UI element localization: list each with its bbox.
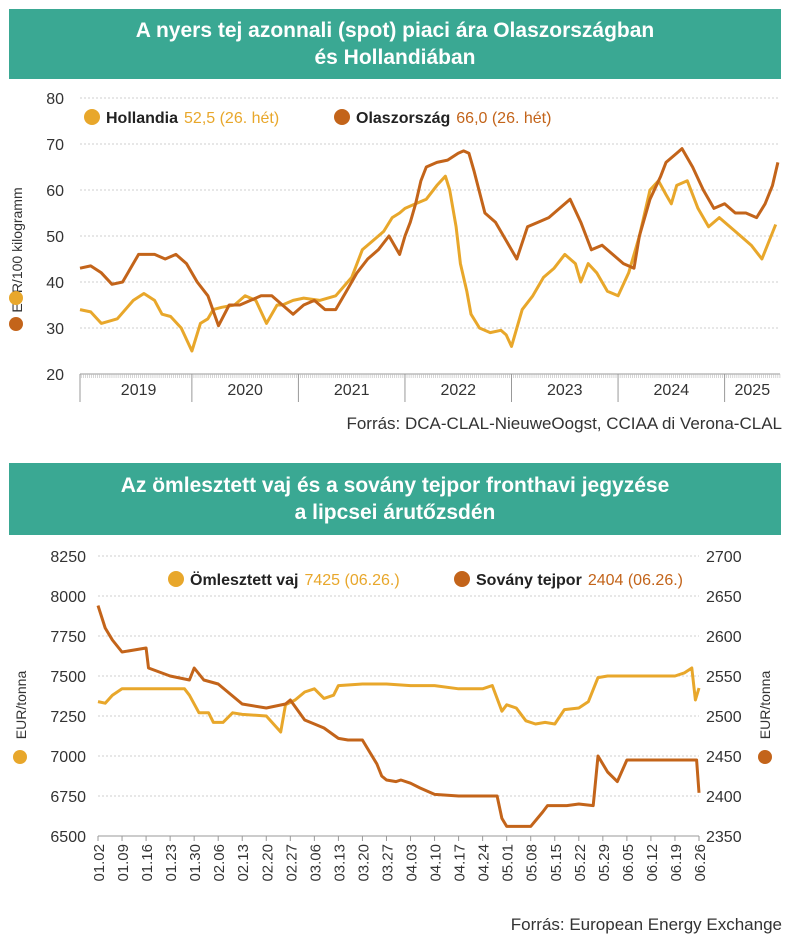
x-tick-label: 05.08: [524, 844, 541, 882]
y-tick-label-right: 2350: [706, 829, 742, 846]
milk-price-chart: 20 30 40 50 60 70 80 2019 2020 2021 2022 2023 2024 20…: [9, 91, 781, 402]
x-tick-label: 01.16: [139, 844, 156, 882]
x-tick-label: 01.30: [187, 844, 204, 882]
x-tick-label: 04.10: [428, 844, 445, 882]
x-tick-label: 05.15: [548, 844, 565, 882]
y-tick-label: 60: [46, 183, 64, 200]
x-tick-label: 2021: [334, 382, 370, 399]
x-tick-label: 03.13: [331, 844, 348, 882]
x-tick-label: 03.27: [379, 844, 396, 882]
y-tick-label-right: 2650: [706, 589, 742, 606]
x-tick-label: 06.26: [692, 844, 709, 882]
x-tick-label: 01.02: [91, 844, 108, 882]
chart2-title-line2: a lipcsei árutőzsdén: [294, 501, 496, 524]
x-tick-label: 06.12: [644, 844, 661, 882]
y-tick-label-right: 2500: [706, 709, 742, 726]
x-tick-label: 01.23: [163, 844, 180, 882]
y-tick-label-left: 7500: [50, 669, 86, 686]
series-line-omlesztett-vaj: [97, 666, 701, 734]
legend-marker: [334, 109, 350, 125]
x-tick-label: 05.29: [596, 844, 613, 882]
y-tick-label-left: 6500: [50, 829, 86, 846]
legend-dot-hollandia-axis: [9, 291, 23, 305]
legend-marker: [168, 571, 184, 587]
legend-value: 7425 (06.26.): [304, 572, 399, 589]
y-tick-label-left: 6750: [50, 789, 86, 806]
axis-dot-sovany-tejpor: [758, 750, 772, 764]
y-axis-label-right: EUR/tonna: [757, 671, 773, 740]
x-tick-label: 05.22: [572, 844, 589, 882]
x-tick-label: 04.24: [476, 844, 493, 882]
legend-name: Olaszország: [356, 110, 450, 127]
x-tick-label: 03.20: [355, 844, 372, 882]
x-tick-label: 2025: [735, 382, 771, 399]
legend-dot-olaszorszag-axis: [9, 317, 23, 331]
x-tick-label: 04.03: [404, 844, 421, 882]
chart2-title-line1: Az ömlesztett vaj és a sovány tejpor fro…: [120, 474, 670, 497]
y-tick-label: 50: [46, 229, 64, 246]
y-tick-label-left: 7000: [50, 749, 86, 766]
legend-value: 52,5 (26. hét): [184, 110, 279, 127]
x-tick-label: 06.19: [668, 844, 685, 882]
y-tick-label: 20: [46, 367, 64, 384]
y-tick-label-right: 2450: [706, 749, 742, 766]
y-tick-label: 70: [46, 137, 64, 154]
y-tick-label-right: 2700: [706, 549, 742, 566]
legend-marker: [454, 571, 470, 587]
y-axis-label: EUR/100 kilogramm: [9, 187, 25, 312]
x-tick-label: 05.01: [500, 844, 517, 882]
x-tick-label: 03.06: [307, 844, 324, 882]
x-tick-label: 2023: [547, 382, 583, 399]
x-tick-label: 2020: [227, 382, 263, 399]
chart1-source: Forrás: DCA-CLAL-NieuweOogst, CCIAA di V…: [346, 414, 782, 433]
axis-dot-omlesztett-vaj: [13, 750, 27, 764]
x-tick-label: 02.06: [211, 844, 228, 882]
x-tick-label: 02.27: [283, 844, 300, 882]
legend-value: 66,0 (26. hét): [456, 110, 551, 127]
y-tick-label: 80: [46, 91, 64, 108]
legend-name: Hollandia: [106, 110, 178, 127]
y-axis-label-left: EUR/tonna: [13, 671, 29, 740]
y-tick-label-left: 8000: [50, 589, 86, 606]
butter-smp-chart: 6500 6750 7000 7250 7500 7750 8000 8250 2350 2400…: [13, 549, 773, 882]
legend-marker: [84, 109, 100, 125]
y-tick-label-left: 7750: [50, 629, 86, 646]
y-tick-label-left: 8250: [50, 549, 86, 566]
y-tick-label: 30: [46, 321, 64, 338]
chart1-title-line1: A nyers tej azonnali (spot) piaci ára Ol…: [135, 19, 655, 42]
legend-value: 2404 (06.26.): [588, 572, 683, 589]
series-line-sovany-tejpor: [96, 605, 701, 828]
x-tick-label: 02.20: [259, 844, 276, 882]
y-tick-label-right: 2400: [706, 789, 742, 806]
legend-name: Ömlesztett vaj: [190, 570, 298, 589]
y-tick-label-right: 2600: [706, 629, 742, 646]
x-tick-label: 02.13: [235, 844, 252, 882]
chart2-source: Forrás: European Energy Exchange: [510, 915, 782, 934]
legend-name: Sovány tejpor: [476, 572, 582, 589]
y-tick-label: 40: [46, 275, 64, 292]
chart1-title-banner: A nyers tej azonnali (spot) piaci ára Ol…: [9, 9, 781, 79]
y-tick-label-right: 2550: [706, 669, 742, 686]
x-tick-label: 2024: [654, 382, 690, 399]
x-tick-label: 06.05: [620, 844, 637, 882]
chart1-title-line2: és Hollandiában: [314, 46, 476, 69]
chart2-title-banner: Az ömlesztett vaj és a sovány tejpor fro…: [9, 463, 781, 535]
x-tick-label: 01.09: [115, 844, 132, 882]
x-tick-label: 2019: [121, 382, 157, 399]
x-tick-label: 04.17: [452, 844, 469, 882]
x-tick-label: 2022: [440, 382, 476, 399]
series-line-olaszorszag: [79, 147, 780, 328]
y-tick-label-left: 7250: [50, 709, 86, 726]
